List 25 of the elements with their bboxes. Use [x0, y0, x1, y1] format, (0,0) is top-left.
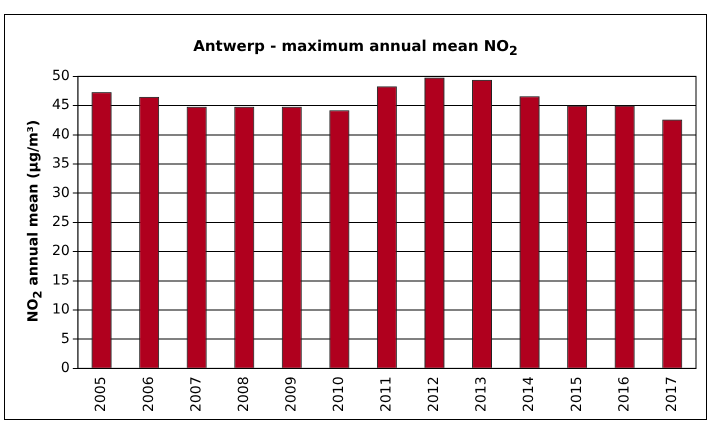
x-tick-label: 2006	[140, 376, 157, 412]
x-tick-label: 2014	[521, 376, 538, 412]
y-tick-label: 25	[52, 214, 70, 230]
x-tick-label: 2010	[330, 376, 347, 412]
y-tick-label: 15	[52, 272, 70, 288]
x-tick-label: 2005	[93, 376, 110, 412]
x-tick-label: 2017	[664, 376, 680, 412]
y-tick-label: 10	[52, 302, 70, 318]
x-tick-label: 2009	[283, 376, 300, 412]
chart-title: Antwerp - maximum annual mean NO$_{2}$	[192, 37, 519, 58]
x-tick-label: 2013	[474, 376, 490, 412]
x-tick-label: 2011	[378, 376, 395, 412]
y-tick-label: 40	[52, 126, 70, 142]
y-tick-label: 35	[52, 156, 70, 172]
y-tick-label: 45	[52, 97, 70, 114]
y-tick-label: 50	[52, 68, 70, 84]
x-tick-label: 2008	[236, 376, 252, 412]
x-tick-label: 2016	[616, 376, 632, 412]
y-tick-label: 0	[60, 360, 70, 376]
x-tick-label: 2012	[426, 376, 442, 412]
y-tick-label: 5	[60, 330, 70, 347]
y-tick-label: 30	[52, 184, 70, 201]
x-tick-label: 2015	[568, 376, 585, 412]
y-tick-label: 20	[52, 243, 70, 260]
x-tick-label: 2007	[188, 376, 204, 412]
